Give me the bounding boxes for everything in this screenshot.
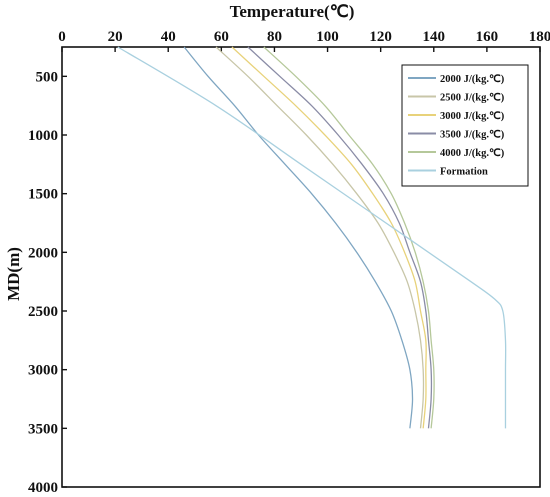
x-tick-label-8: 160 <box>476 29 499 45</box>
series-line-0 <box>183 46 414 429</box>
axis-tick-labels: 0 20 40 60 80 100 120 140 160 180 500 1000 1500 2000 2… <box>28 29 550 496</box>
y-axis-title: MD(m) <box>4 247 23 301</box>
y-tick-label-6: 3500 <box>28 421 58 437</box>
legend-box <box>401 64 529 187</box>
x-tick-label-3: 60 <box>214 29 229 45</box>
x-axis-title: Temperature(℃) <box>230 2 355 21</box>
series-line-1 <box>215 46 425 429</box>
y-tick-label-3: 2000 <box>28 245 58 261</box>
legend-label-2: 3000 J/(kg.℃) <box>440 110 505 122</box>
legend-label-3: 3500 J/(kg.℃) <box>440 129 505 141</box>
y-tick-label-2: 1500 <box>28 187 58 203</box>
y-tick-label-1: 1000 <box>28 128 58 144</box>
series-line-3 <box>247 46 433 429</box>
y-tick-label-7: 4000 <box>28 480 58 496</box>
x-tick-label-6: 120 <box>369 29 392 45</box>
legend-label-5: Formation <box>440 167 488 178</box>
x-tick-label-4: 80 <box>267 29 282 45</box>
x-tick-label-7: 140 <box>423 29 446 45</box>
y-tick-label-0: 500 <box>36 69 59 85</box>
series-line-4 <box>263 46 435 429</box>
x-tick-label-2: 40 <box>161 29 176 45</box>
series-line-5 <box>117 46 507 429</box>
plot-frame <box>61 46 541 488</box>
series-layer <box>117 46 507 429</box>
x-tick-label-5: 100 <box>316 29 339 45</box>
x-tick-label-9: 180 <box>529 29 550 45</box>
legend-label-4: 4000 J/(kg.℃) <box>440 147 505 159</box>
x-tick-label-0: 0 <box>58 29 66 45</box>
y-tick-label-5: 3000 <box>28 363 58 379</box>
x-tick-label-1: 20 <box>108 29 123 45</box>
y-tick-label-4: 2500 <box>28 304 58 320</box>
legend: 2000 J/(kg.℃) 2500 J/(kg.℃) 3000 J/(kg.℃) 3… <box>401 64 529 187</box>
legend-label-1: 2500 J/(kg.℃) <box>440 92 505 104</box>
series-line-2 <box>231 46 427 429</box>
legend-label-0: 2000 J/(kg.℃) <box>440 73 505 85</box>
